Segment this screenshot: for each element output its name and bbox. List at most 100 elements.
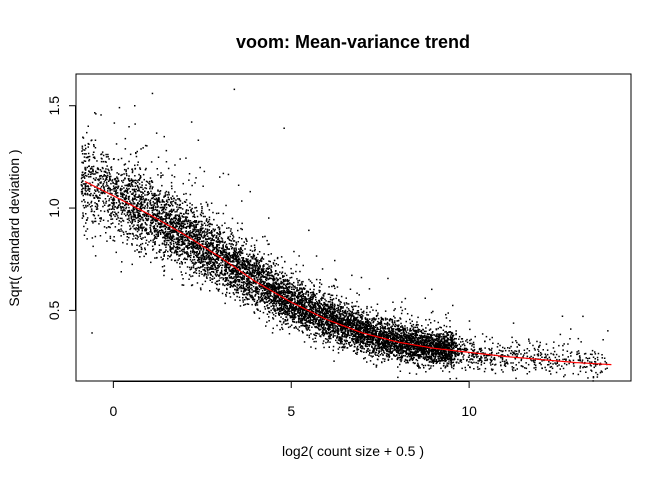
data-point [200, 234, 203, 236]
data-point [410, 346, 412, 349]
data-point [82, 187, 84, 189]
data-point [409, 334, 411, 337]
data-point [450, 339, 453, 342]
data-point [306, 313, 308, 315]
data-point [231, 246, 233, 249]
data-point [221, 238, 224, 240]
data-point [538, 350, 540, 353]
data-point [142, 219, 144, 221]
data-point [95, 172, 97, 174]
data-point [186, 204, 188, 207]
data-point [251, 296, 253, 298]
data-point [498, 355, 500, 358]
data-point [268, 311, 270, 313]
data-point [327, 305, 330, 307]
data-point [291, 288, 293, 290]
data-point [568, 359, 571, 361]
data-point [206, 263, 208, 265]
data-point [420, 334, 423, 336]
data-point [149, 215, 152, 218]
data-point [301, 310, 304, 313]
data-point [135, 227, 137, 229]
data-point [83, 156, 86, 158]
data-point [351, 305, 353, 308]
data-point [230, 228, 232, 230]
data-point [433, 361, 435, 363]
data-point [102, 175, 105, 177]
data-point [145, 198, 148, 200]
data-point [337, 333, 339, 335]
data-point [341, 335, 343, 337]
data-point [221, 271, 223, 273]
data-point [337, 311, 339, 313]
data-point [342, 307, 344, 309]
data-point [91, 220, 93, 223]
data-point [432, 310, 434, 313]
data-point [430, 342, 433, 345]
data-point [122, 202, 124, 205]
data-point [563, 343, 565, 345]
data-point [380, 330, 382, 332]
data-point [147, 218, 150, 220]
data-point [175, 238, 177, 241]
data-point [174, 211, 176, 213]
data-point [147, 199, 150, 201]
data-point [274, 308, 276, 310]
data-point [102, 167, 104, 170]
data-point [512, 322, 515, 324]
data-point [318, 304, 321, 307]
data-point [195, 247, 198, 250]
data-point [219, 232, 222, 235]
data-point [123, 168, 126, 171]
data-point [404, 355, 407, 357]
data-point [371, 318, 373, 320]
data-point [318, 309, 320, 312]
data-point [358, 328, 361, 330]
data-point [116, 192, 119, 194]
data-point [457, 351, 459, 353]
data-point [525, 367, 528, 370]
data-point [186, 251, 188, 253]
data-point [172, 243, 175, 245]
data-point [157, 235, 159, 237]
data-point [163, 135, 165, 138]
data-point [358, 333, 361, 335]
data-point [292, 295, 295, 297]
data-point [314, 347, 317, 350]
data-point [132, 209, 135, 211]
data-point [120, 235, 122, 237]
data-point [405, 340, 407, 342]
data-point [233, 249, 235, 252]
data-point [121, 192, 123, 194]
data-point [144, 194, 146, 196]
data-point [589, 364, 592, 366]
data-point [345, 321, 347, 324]
data-point [453, 338, 455, 341]
data-point [478, 360, 480, 362]
data-point [274, 300, 276, 303]
data-point [150, 221, 152, 224]
data-point [267, 263, 269, 266]
data-point [417, 331, 419, 334]
data-point [187, 212, 190, 215]
data-point [300, 307, 302, 309]
data-point [229, 281, 232, 284]
data-point [138, 188, 140, 190]
data-point [290, 316, 293, 318]
data-point [307, 304, 310, 306]
data-point [222, 274, 225, 276]
data-point [141, 186, 143, 189]
data-point [416, 346, 418, 348]
data-point [581, 361, 583, 363]
data-point [356, 325, 358, 327]
data-point [100, 170, 103, 173]
data-point [425, 346, 427, 349]
data-point [194, 221, 196, 223]
data-point [165, 246, 167, 248]
data-point [180, 237, 182, 239]
data-point [376, 337, 379, 339]
data-point [410, 346, 412, 348]
data-point [171, 210, 174, 212]
data-point [193, 251, 196, 254]
data-point [266, 321, 268, 323]
